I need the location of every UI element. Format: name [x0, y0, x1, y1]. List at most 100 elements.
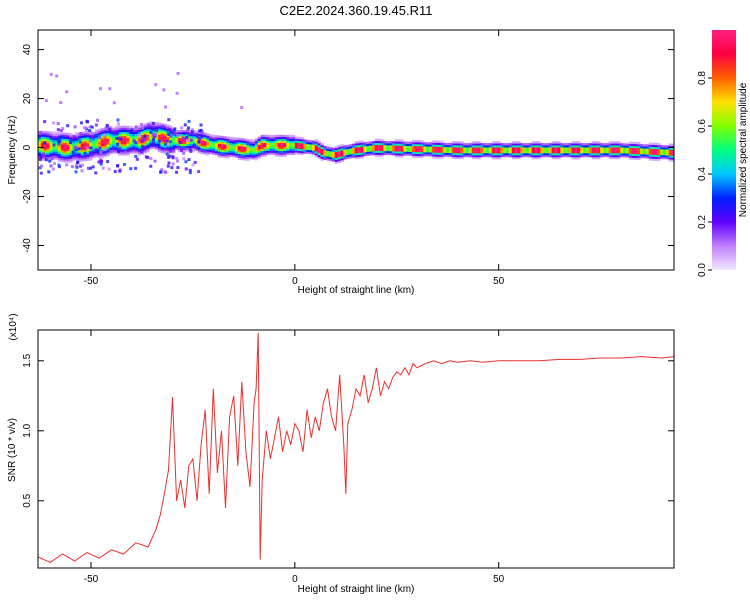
heatmap-cell	[380, 152, 384, 155]
heatmap-cell	[66, 152, 70, 155]
heatmap-cell	[466, 154, 470, 158]
heatmap-cell	[377, 146, 381, 150]
heatmap-cell	[294, 144, 299, 147]
heatmap-cell	[366, 145, 370, 149]
heatmap-cell	[86, 142, 90, 146]
heatmap-cell	[263, 148, 267, 151]
heatmap-cell	[537, 143, 541, 146]
heatmap-cell	[137, 151, 142, 154]
heatmap-cell	[49, 72, 53, 76]
heatmap-cell	[497, 145, 501, 148]
heatmap-cell	[229, 146, 233, 150]
heatmap-cell	[426, 144, 430, 147]
heatmap-cell	[654, 152, 658, 155]
heatmap-cell	[75, 144, 79, 147]
heatmap-cell	[600, 147, 604, 150]
heatmap-cell	[38, 166, 42, 170]
heatmap-cell	[174, 145, 179, 148]
heatmap-cell	[366, 151, 370, 154]
heatmap-cell	[220, 147, 224, 150]
heatmap-cell	[66, 156, 70, 159]
heatmap-cell	[283, 142, 287, 146]
heatmap-cell	[92, 133, 96, 137]
heatmap-cell	[591, 149, 595, 152]
heatmap-cell	[351, 151, 356, 154]
heatmap-cell	[169, 142, 173, 146]
heatmap-cell	[92, 151, 96, 154]
heatmap-cell	[115, 145, 119, 148]
heatmap-cell	[169, 125, 173, 128]
heatmap-cell	[274, 138, 279, 142]
heatmap-cell	[491, 152, 496, 156]
heatmap-cell	[383, 148, 387, 152]
heatmap-cell	[340, 146, 344, 149]
heatmap-cell	[380, 138, 384, 142]
heatmap-cell	[38, 152, 42, 155]
heatmap-cell	[346, 146, 350, 150]
heatmap-cell	[55, 74, 59, 78]
heatmap-cell	[343, 153, 347, 156]
heatmap-cell	[217, 141, 222, 144]
heatmap-cell	[337, 148, 341, 152]
heatmap-cell	[474, 147, 478, 150]
heatmap-cell	[594, 141, 598, 144]
heatmap-cell	[234, 149, 239, 152]
heatmap-cell	[297, 142, 301, 146]
heatmap-cell	[103, 152, 107, 156]
heatmap-cell	[528, 154, 533, 158]
heatmap-cell	[220, 145, 224, 149]
heatmap-cell	[605, 143, 610, 146]
heatmap-cell	[334, 145, 339, 149]
heatmap-cell	[374, 150, 378, 153]
heatmap-cell	[557, 143, 561, 146]
heatmap-cell	[283, 154, 287, 157]
heatmap-cell	[523, 150, 527, 154]
heatmap-cell	[563, 150, 567, 154]
heatmap-cell	[551, 154, 555, 158]
heatmap-cell	[52, 147, 56, 150]
heatmap-cell	[517, 143, 521, 146]
spectrogram-x-label: Height of straight line (km)	[298, 285, 415, 296]
heatmap-cell	[117, 141, 122, 144]
heatmap-cell	[49, 154, 53, 158]
heatmap-cell	[451, 156, 456, 160]
heatmap-cell	[334, 149, 339, 153]
heatmap-cell	[94, 148, 98, 152]
heatmap-cell	[172, 147, 176, 150]
heatmap-cell	[297, 140, 301, 144]
heatmap-cell	[346, 156, 350, 159]
heatmap-cell	[623, 149, 627, 152]
heatmap-cell	[340, 148, 344, 151]
heatmap-cell	[486, 143, 490, 146]
heatmap-cell	[671, 155, 674, 158]
heatmap-cell	[175, 170, 179, 174]
heatmap-cell	[357, 148, 361, 152]
heatmap-cell	[95, 152, 99, 156]
heatmap-cell	[123, 133, 127, 136]
heatmap-cell	[651, 152, 655, 155]
heatmap-cell	[386, 144, 390, 148]
heatmap-cell	[234, 137, 239, 140]
heatmap-cell	[474, 156, 478, 160]
heatmap-cell	[508, 152, 513, 156]
heatmap-cell	[662, 145, 667, 148]
heatmap-cell	[188, 168, 192, 172]
heatmap-cell	[617, 154, 621, 158]
heatmap-cell	[531, 150, 535, 154]
heatmap-cell	[60, 144, 65, 147]
heatmap-cell	[146, 142, 150, 145]
heatmap-cell	[197, 145, 202, 148]
heatmap-cell	[146, 150, 150, 153]
heatmap-cell	[260, 140, 264, 144]
heatmap-cell	[491, 150, 496, 154]
heatmap-cell	[135, 143, 139, 146]
heatmap-cell	[46, 142, 50, 146]
heatmap-cell	[172, 151, 176, 154]
heatmap-cell	[229, 136, 233, 140]
heatmap-cell	[614, 150, 618, 154]
heatmap-cell	[137, 129, 142, 133]
heatmap-cell	[454, 145, 458, 148]
heatmap-cell	[314, 155, 319, 158]
heatmap-cell	[52, 133, 56, 136]
heatmap-cell	[72, 140, 76, 143]
